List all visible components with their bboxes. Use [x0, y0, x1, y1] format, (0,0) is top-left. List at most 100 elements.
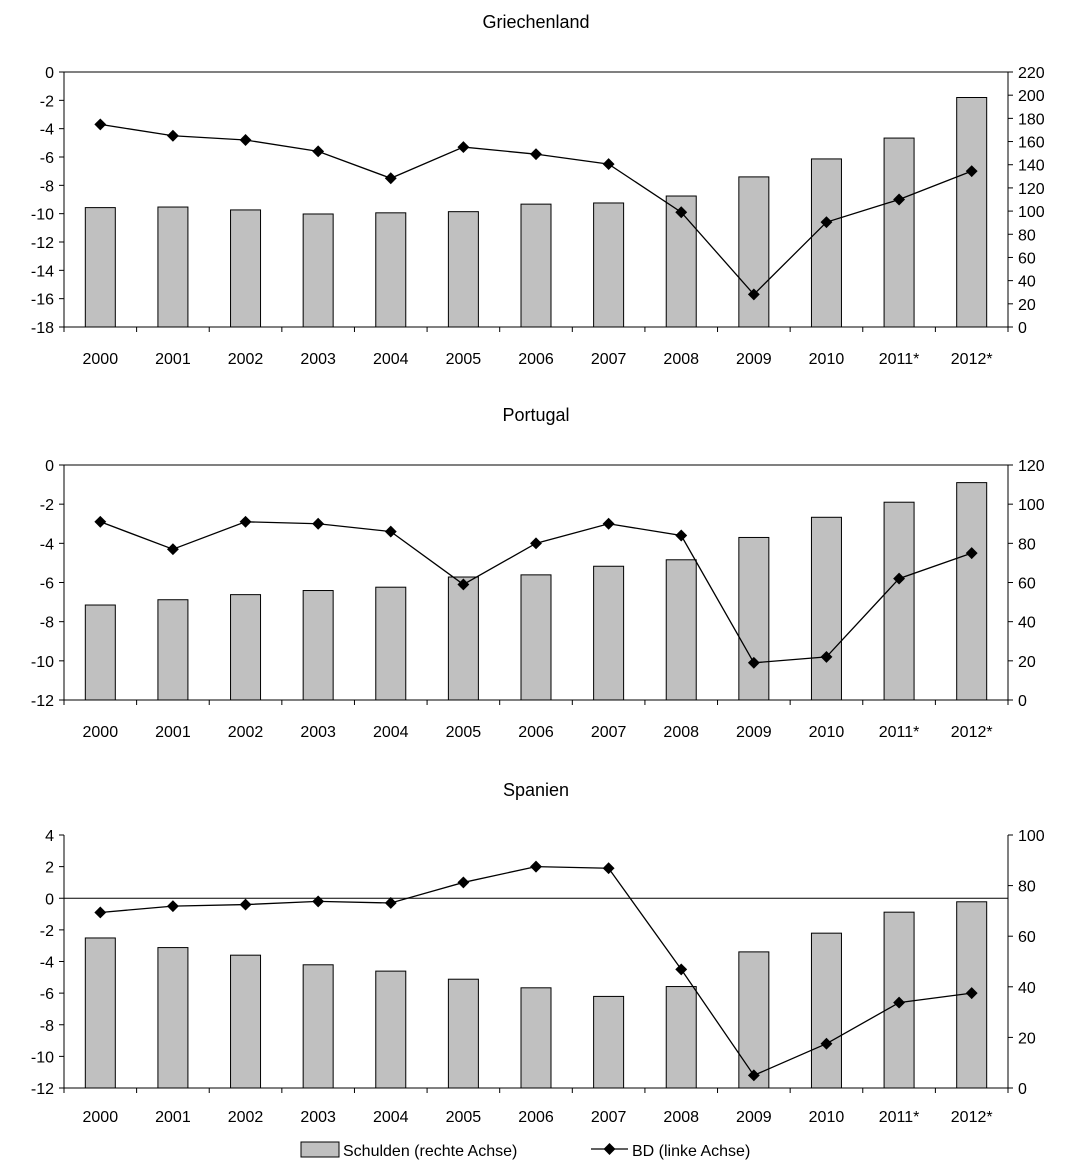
left-tick-label: -4 [40, 536, 54, 553]
x-tick-label: 2000 [83, 351, 119, 368]
debt-bar [956, 482, 988, 701]
deficit-point [675, 206, 688, 219]
debt-bar [230, 954, 262, 1089]
x-tick-label: 2011* [879, 1109, 920, 1126]
right-tick-label: 20 [1018, 654, 1036, 671]
x-tick-label: 2002 [228, 724, 264, 741]
x-tick-label: 2005 [446, 724, 482, 741]
x-tick-label: 2007 [591, 724, 627, 741]
debt-bar [375, 212, 407, 328]
right-tick-label: 0 [1018, 693, 1027, 710]
debt-bar [520, 987, 552, 1089]
chart-panel-griechenland: Griechenland 0 -2 -4 -6 -8 -10 -12 -14 -16 -18 220 2… [31, 12, 1045, 368]
left-tick-label: 0 [45, 65, 54, 82]
debt-bar [447, 211, 479, 328]
left-tick-label: 0 [45, 458, 54, 475]
debt-bar [375, 970, 407, 1089]
right-tick-label: 80 [1018, 879, 1036, 896]
right-tick-label: 80 [1018, 536, 1036, 553]
x-tick-label: 2001 [155, 1109, 191, 1126]
right-tick-label: 200 [1018, 88, 1045, 105]
right-tick-label: 0 [1018, 320, 1027, 337]
deficit-point [675, 529, 688, 542]
legend-line-label: BD (linke Achse) [632, 1143, 750, 1160]
deficit-point [602, 862, 615, 875]
x-tick-label: 2008 [663, 1109, 699, 1126]
deficit-point [602, 158, 615, 171]
legend-bar-label: Schulden (rechte Achse) [343, 1143, 517, 1160]
left-tick-label: -10 [31, 1049, 54, 1066]
x-tick-label: 2001 [155, 724, 191, 741]
left-tick-label: -2 [40, 93, 54, 110]
debt-bar [302, 964, 334, 1089]
x-tick-label: 2012* [951, 724, 993, 741]
right-tick-label: 100 [1018, 497, 1045, 514]
left-tick-label: -6 [40, 986, 54, 1003]
left-tick-label: -8 [40, 1018, 54, 1035]
chart-panel-portugal: Portugal0-2-4-6-8-10-1212010080604020020… [31, 405, 1045, 741]
deficit-point [94, 118, 107, 131]
x-tick-label: 2005 [446, 1109, 482, 1126]
deficit-point [747, 1069, 760, 1082]
deficit-point [239, 515, 252, 528]
debt-bar [665, 986, 697, 1089]
right-tick-label: 60 [1018, 250, 1036, 267]
debt-bar [230, 209, 262, 328]
debt-bar [665, 559, 697, 701]
x-tick-label: 2011* [879, 351, 920, 368]
debt-bar [810, 158, 842, 328]
x-tick-label: 2010 [809, 351, 845, 368]
deficit-point [965, 987, 978, 1000]
x-tick-label: 2003 [300, 351, 336, 368]
x-tick-label: 2008 [663, 724, 699, 741]
right-tick-label: 120 [1018, 458, 1045, 475]
deficit-point [530, 148, 542, 161]
debt-bar [520, 203, 552, 328]
deficit-point [457, 578, 470, 591]
right-tick-label: 20 [1018, 1030, 1036, 1047]
left-tick-label: -2 [40, 497, 54, 514]
deficit-point [384, 525, 397, 538]
x-tick-label: 2002 [228, 351, 264, 368]
right-tick-label: 60 [1018, 576, 1036, 593]
debt-bar [738, 536, 770, 701]
x-tick-label: 2001 [155, 351, 191, 368]
left-tick-label: -6 [40, 150, 54, 167]
debt-bar [883, 137, 915, 328]
x-tick-label: 2009 [736, 724, 772, 741]
deficit-point [94, 515, 107, 528]
chart-title: Griechenland [482, 12, 589, 32]
left-tick-label: -12 [31, 235, 54, 252]
left-tick-label: -2 [40, 923, 54, 940]
chart-title: Portugal [502, 405, 569, 425]
right-tick-label: 180 [1018, 111, 1045, 128]
x-tick-label: 2006 [518, 351, 554, 368]
deficit-point [530, 860, 542, 873]
debt-bar [447, 978, 479, 1089]
legend-bar-swatch [300, 1141, 340, 1158]
debt-bar [593, 995, 625, 1089]
left-tick-label: 2 [45, 860, 54, 877]
right-tick-label: 220 [1018, 65, 1045, 82]
debt-bar [520, 574, 552, 701]
left-tick-label: -8 [40, 178, 54, 195]
left-tick-label: 0 [45, 891, 54, 908]
x-tick-label: 2009 [736, 351, 772, 368]
x-tick-label: 2006 [518, 724, 554, 741]
left-tick-label: -8 [40, 615, 54, 632]
x-tick-label: 2011* [879, 724, 920, 741]
deficit-point [166, 543, 179, 556]
deficit-point [94, 906, 107, 919]
deficit-point [457, 876, 470, 889]
deficit-point [312, 145, 325, 158]
deficit-point [166, 129, 179, 142]
left-tick-label: 4 [45, 828, 54, 845]
x-tick-label: 2007 [591, 351, 627, 368]
right-tick-label: 80 [1018, 227, 1036, 244]
right-tick-label: 60 [1018, 929, 1036, 946]
left-tick-label: -12 [31, 1081, 54, 1098]
debt-bar [84, 937, 116, 1089]
debt-bar [302, 590, 334, 701]
